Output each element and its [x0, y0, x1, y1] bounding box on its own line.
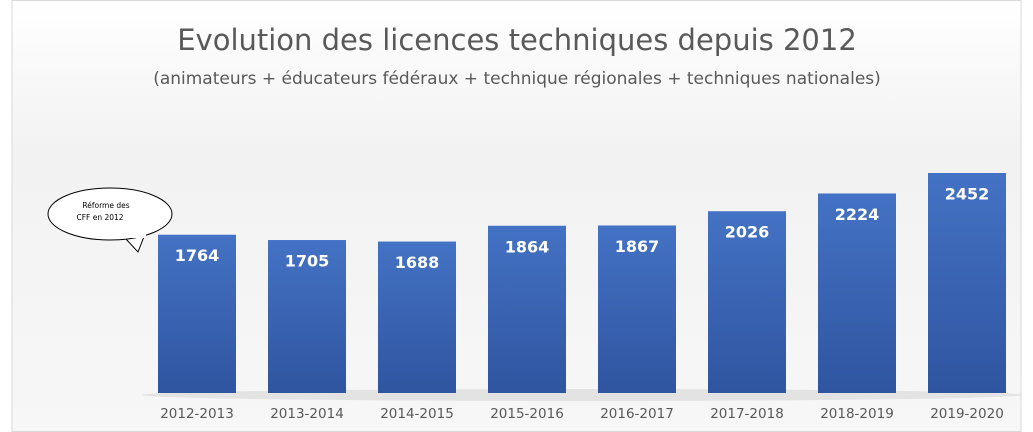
- x-tick-label: 2015-2016: [490, 406, 564, 422]
- bar-shadow: [142, 389, 1022, 401]
- value-label: 2026: [725, 223, 770, 242]
- x-tick-label: 2017-2018: [710, 406, 784, 422]
- callout: Réforme des CFF en 2012: [47, 187, 173, 253]
- x-tick-label: 2016-2017: [600, 406, 674, 422]
- value-label: 1867: [615, 237, 660, 256]
- bar: [158, 234, 236, 393]
- bar: [268, 240, 346, 393]
- x-tick-label: 2014-2015: [380, 406, 454, 422]
- value-label: 2452: [945, 185, 990, 204]
- bar: [378, 241, 456, 393]
- value-label: 1688: [395, 253, 440, 272]
- value-label: 2224: [835, 205, 880, 224]
- bar: [598, 225, 676, 393]
- bar: [708, 211, 786, 393]
- callout-join: [124, 230, 146, 238]
- x-tick-label: 2019-2020: [930, 406, 1004, 422]
- value-label: 1705: [285, 252, 330, 271]
- bar: [928, 173, 1006, 393]
- value-label: 1764: [175, 246, 220, 265]
- bar: [818, 193, 896, 393]
- x-tick-label: 2018-2019: [820, 406, 894, 422]
- annotation: Réforme des: [82, 201, 129, 210]
- x-tick-label: 2012-2013: [160, 406, 234, 422]
- chart-title: Evolution des licences techniques depuis…: [177, 23, 857, 57]
- x-tick-label: 2013-2014: [270, 406, 344, 422]
- bar: [488, 225, 566, 393]
- callout-bubble: [47, 187, 173, 241]
- value-label: 1864: [505, 237, 550, 256]
- chart-subtitle: (animateurs + éducateurs fédéraux + tech…: [153, 69, 881, 89]
- annotation: CFF en 2012: [76, 213, 123, 222]
